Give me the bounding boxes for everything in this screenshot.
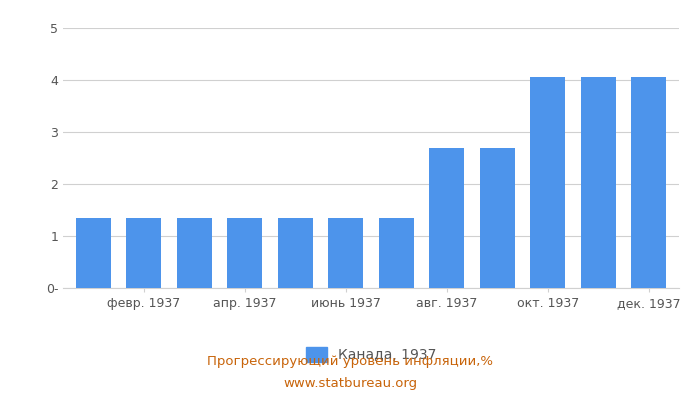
- Legend: Канада, 1937: Канада, 1937: [300, 342, 442, 368]
- Bar: [176, 218, 212, 288]
- Bar: [278, 218, 313, 288]
- Text: www.statbureau.org: www.statbureau.org: [283, 378, 417, 390]
- Text: Прогрессирующий уровень инфляции,%: Прогрессирующий уровень инфляции,%: [207, 356, 493, 368]
- Bar: [580, 77, 616, 288]
- Bar: [631, 77, 666, 288]
- Bar: [480, 148, 515, 288]
- Bar: [379, 218, 414, 288]
- Bar: [328, 218, 363, 288]
- Bar: [227, 218, 262, 288]
- Bar: [76, 218, 111, 288]
- Bar: [126, 218, 162, 288]
- Bar: [530, 77, 566, 288]
- Bar: [429, 148, 464, 288]
